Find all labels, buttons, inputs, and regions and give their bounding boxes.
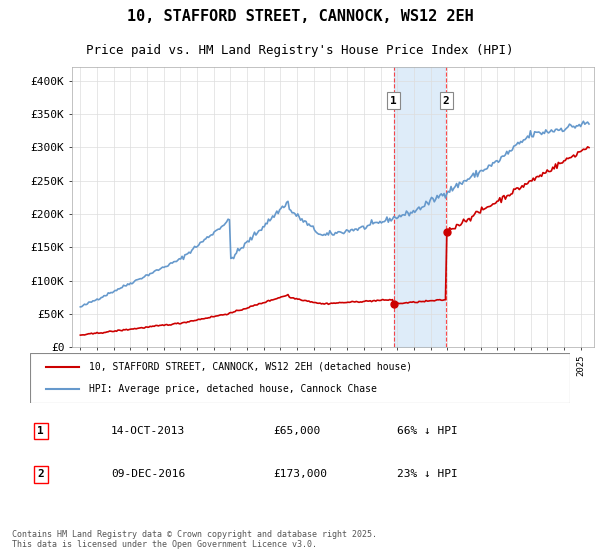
Text: £173,000: £173,000: [273, 469, 327, 479]
Text: Price paid vs. HM Land Registry's House Price Index (HPI): Price paid vs. HM Land Registry's House …: [86, 44, 514, 57]
Text: 1: 1: [37, 426, 44, 436]
Text: Contains HM Land Registry data © Crown copyright and database right 2025.
This d: Contains HM Land Registry data © Crown c…: [12, 530, 377, 549]
Text: 09-DEC-2016: 09-DEC-2016: [111, 469, 185, 479]
Text: 2: 2: [443, 96, 449, 106]
Text: 10, STAFFORD STREET, CANNOCK, WS12 2EH: 10, STAFFORD STREET, CANNOCK, WS12 2EH: [127, 10, 473, 24]
Text: 1: 1: [391, 96, 397, 106]
Text: 10, STAFFORD STREET, CANNOCK, WS12 2EH (detached house): 10, STAFFORD STREET, CANNOCK, WS12 2EH (…: [89, 362, 413, 372]
Text: 2: 2: [37, 469, 44, 479]
Text: 14-OCT-2013: 14-OCT-2013: [111, 426, 185, 436]
Text: HPI: Average price, detached house, Cannock Chase: HPI: Average price, detached house, Cann…: [89, 384, 377, 394]
Text: 23% ↓ HPI: 23% ↓ HPI: [397, 469, 458, 479]
FancyBboxPatch shape: [30, 353, 570, 403]
Text: £65,000: £65,000: [273, 426, 320, 436]
Text: 66% ↓ HPI: 66% ↓ HPI: [397, 426, 458, 436]
